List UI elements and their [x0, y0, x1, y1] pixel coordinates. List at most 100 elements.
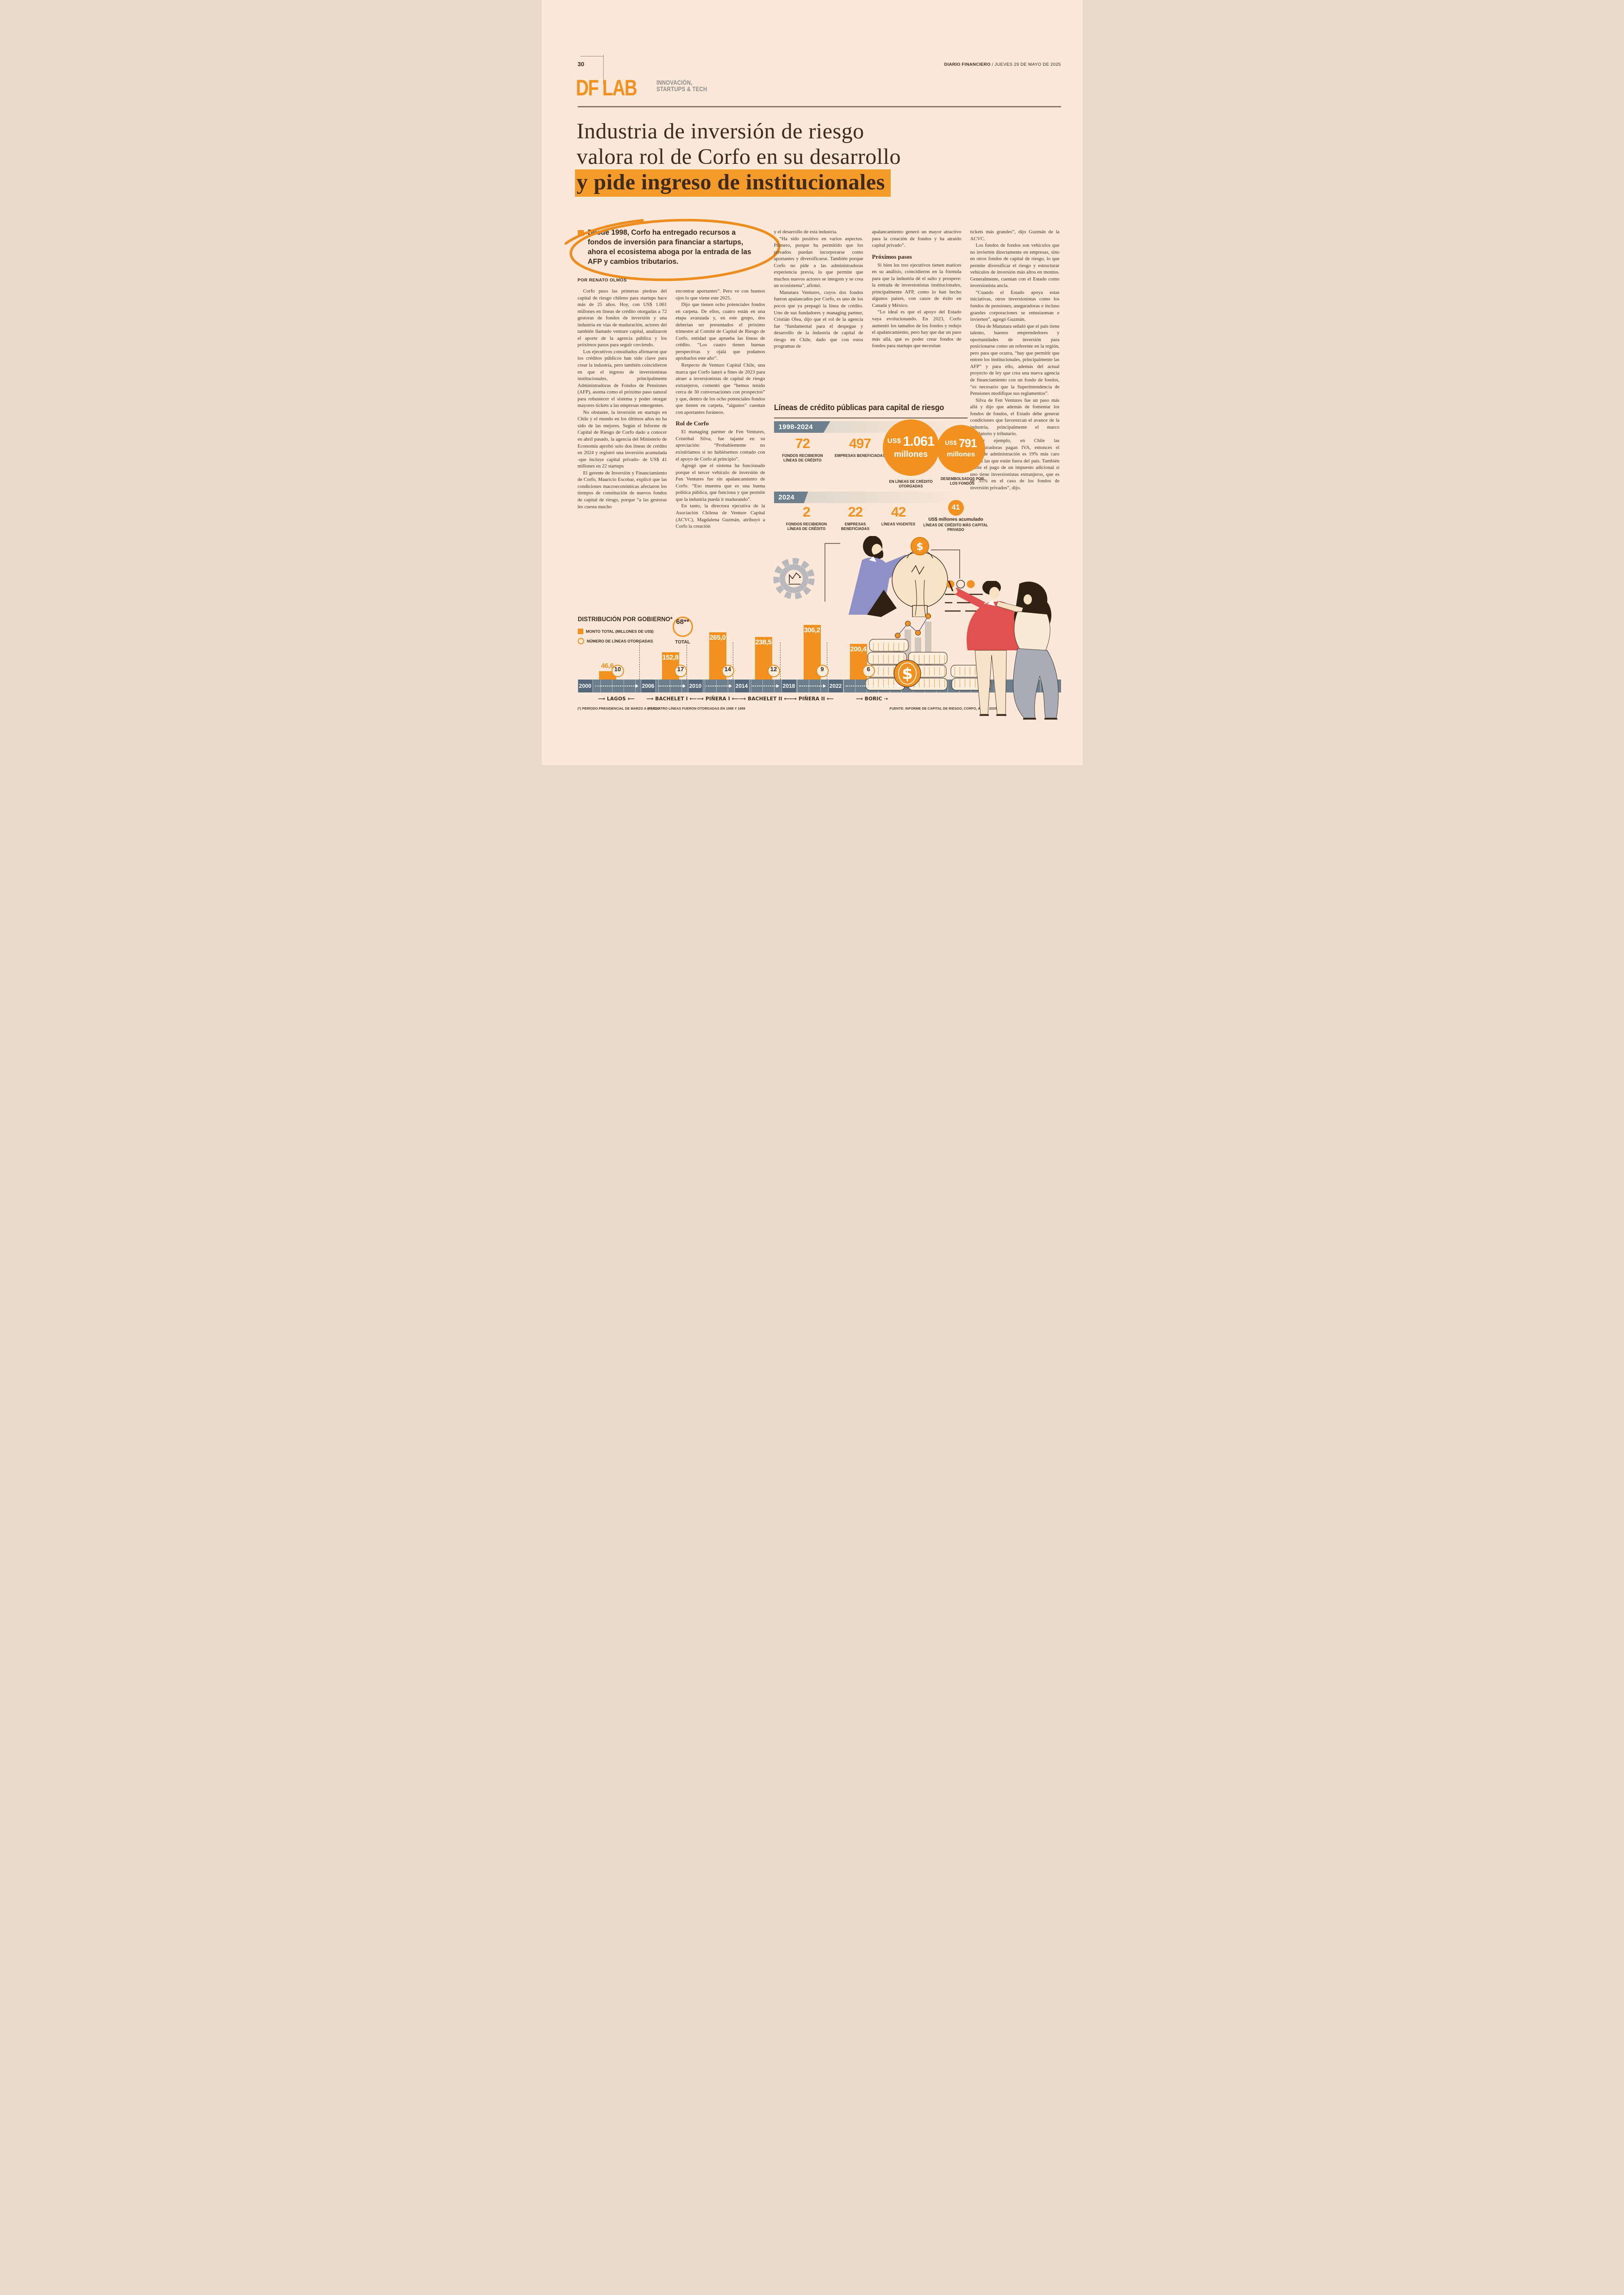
article-paragraph: Los ejecutivos consultados afirmaron que… — [577, 349, 667, 409]
period-band-1998-2024: 1998-2024 — [774, 421, 968, 433]
tagline-line1: INNOVACIÓN, — [656, 79, 693, 86]
bubble-lineas-otorgadas: US$ 1.061 millones — [882, 419, 939, 476]
bubble-label: DESEMBOLSADOS POR LOS FONDOS — [940, 477, 984, 486]
bracket-line — [824, 543, 840, 602]
accum-label: LÍNEAS DE CRÉDITO MÁS CAPITAL PRIVADO — [923, 523, 988, 532]
stat-label: LÍNEAS VIGENTES — [881, 522, 916, 526]
total-label: TOTAL — [675, 640, 690, 645]
bubble-label: EN LÍNEAS DE CRÉDITO OTORGADAS — [889, 480, 933, 488]
infographic: Líneas de crédito públicas para capital … — [774, 401, 992, 540]
infographic-title: Líneas de crédito públicas para capital … — [774, 403, 944, 412]
column-subhead: Rol de Corfo — [675, 420, 709, 427]
lines-count-badge: 9 — [816, 665, 829, 677]
period-band-2024: 2024 — [774, 492, 968, 503]
government-label: ⟶ BACHELET II ⟵ — [739, 696, 791, 702]
government-label: ⟶ PIÑERA II ⟵ — [789, 696, 834, 702]
headline: Industria de inversión de riesgo valora … — [575, 118, 1040, 197]
stat-empresas-2024: 22 EMPRESAS BENEFICIADAS — [832, 505, 879, 531]
article-column-1: Corfo puso las primeras piedras del capi… — [578, 288, 667, 510]
article-paragraph: encontrar aportantes”. Pero ve con bueno… — [675, 288, 765, 301]
government-distribution-chart: DISTRIBUCIÓN POR GOBIERNO* MONTO TOTAL (… — [577, 616, 1061, 731]
article-column-5: tickets más grandes”, dijo Guzmán de la … — [970, 229, 1060, 491]
issue-date: / JUEVES 29 DE MAYO DE 2025 — [990, 62, 1061, 67]
stat-value: 2 — [803, 505, 811, 520]
group-separator — [780, 642, 781, 680]
amount: 791 — [959, 437, 977, 450]
article-paragraph: El gerente de Inversión y Financiamiento… — [577, 470, 667, 510]
period-badge: 1998-2024 — [774, 421, 831, 433]
legend-label: NÚMERO DE LÍNEAS OTORGADAS — [587, 639, 653, 643]
article-paragraph: apalancamiento generó un mayor atractivo… — [872, 229, 962, 249]
article-paragraph: “Por ejemplo, en Chile las administrador… — [970, 437, 1060, 491]
lede: Desde 1998, Corfo ha entregado recursos … — [587, 229, 751, 266]
stat-value: 497 — [849, 436, 871, 451]
article-paragraph: Olea de Manutara señaló que el país tien… — [970, 323, 1060, 397]
bar-legend-icon — [577, 629, 583, 634]
lines-count-badge: 12 — [767, 665, 780, 677]
timeline-year: 2014 — [734, 680, 749, 692]
article-paragraph: Dijo que tienen ocho potenciales fondos … — [675, 302, 765, 362]
article-paragraph: Los fondos de fondos son vehículos que n… — [970, 243, 1060, 289]
stat-value: 42 — [891, 505, 906, 520]
lines-count-badge: 17 — [674, 665, 687, 677]
government-label: ⟶ PIÑERA I ⟵ — [696, 696, 739, 702]
stat-label: FONDOS RECIBIERON LÍNEAS DE CRÉDITO — [782, 454, 823, 462]
article-paragraph: En tanto, la directora ejecutiva de la A… — [675, 503, 765, 530]
bar-value-label: 46,6 — [601, 662, 614, 670]
stat-label: EMPRESAS BENEFICIADAS — [834, 454, 886, 458]
headline-line3-highlighted: y pide ingreso de institucionales — [575, 169, 891, 197]
lines-count-badge: 10 — [611, 665, 624, 677]
dateline: DIARIO FINANCIERO / JUEVES 29 DE MAYO DE… — [944, 62, 1061, 67]
legend-label: MONTO TOTAL (MILLONES DE US$) — [586, 629, 654, 634]
stat-fondos-2024: 2 FONDOS RECIBIERON LÍNEAS DE CRÉDITO — [782, 505, 831, 531]
lines-count-badge: 14 — [721, 665, 734, 677]
page-number: 30 — [577, 61, 584, 68]
bar-BACHELET I: 152,8 — [662, 652, 679, 680]
article-paragraph: Respecto de Venture Capital Chile, una m… — [675, 362, 765, 415]
lightbulb-money-sack: $ — [891, 537, 948, 617]
byline: POR RENATO OLMOS — [577, 278, 627, 283]
period-badge: 2024 — [774, 492, 808, 503]
article-paragraph: Corfo puso las primeras piedras del capi… — [577, 288, 667, 348]
bubble-desembolsados: US$ 791 millones — [937, 425, 985, 473]
currency: US$ — [887, 437, 901, 445]
newspaper-page: 30 DIARIO FINANCIERO / JUEVES 29 DE MAYO… — [541, 0, 1083, 765]
investment-lightbulb-illustration: $ — [773, 536, 983, 617]
tagline-line2: STARTUPS & TECH — [656, 86, 707, 93]
amount: 1.061 — [903, 434, 935, 449]
trim-mark-vertical — [603, 55, 604, 84]
timeline-year: 2006 — [641, 680, 656, 692]
article-column-4: apalancamiento generó un mayor atractivo… — [872, 229, 962, 349]
stat-label: FONDOS RECIBIERON LÍNEAS DE CRÉDITO — [786, 522, 827, 531]
bar-value-label: 306,2 — [804, 626, 820, 634]
article-paragraph: Manutara Ventures, cuyos dos fondos fuer… — [774, 289, 863, 349]
article-paragraph: tickets más grandes”, dijo Guzmán de la … — [970, 229, 1060, 242]
man-figure — [848, 536, 909, 617]
stat-empresas-1998-2024: 497 EMPRESAS BENEFICIADAS — [834, 436, 886, 458]
timeline-year: 2022 — [828, 680, 843, 692]
total-badge: 68** — [672, 617, 693, 637]
gear-icon — [773, 558, 814, 599]
unit: millones — [947, 450, 975, 458]
accum-bold-label: US$ millones acumulado — [928, 517, 983, 522]
article-column-3: y el desarrollo de esta industria. “Ha si… — [774, 229, 863, 350]
article-paragraph: El managing partner de Fen Ventures, Cri… — [675, 429, 765, 462]
masthead: DIARIO FINANCIERO — [944, 62, 991, 67]
headline-line1: Industria de inversión de riesgo — [576, 119, 864, 143]
dots-and-dashes — [931, 549, 983, 612]
currency: US$ — [945, 439, 957, 446]
article-paragraph: y el desarrollo de esta industria. — [774, 229, 837, 235]
section-tagline: INNOVACIÓN, STARTUPS & TECH — [656, 80, 707, 93]
bar-value-label: 265,0 — [709, 634, 726, 642]
government-label: ⟶ BACHELET I ⟵ — [646, 696, 697, 702]
timeline-year: 2010 — [688, 680, 703, 692]
bar-value-label: 200,4 — [850, 645, 867, 653]
legend-monto-total: MONTO TOTAL (MILLONES DE US$) — [577, 629, 654, 634]
group-separator — [639, 642, 640, 680]
bar-value-label: 238,5 — [755, 638, 772, 646]
article-paragraph: Agregó que el sistema ha funcionado porq… — [675, 463, 765, 502]
headline-line2: valora rol de Corfo en su desarrollo — [576, 144, 901, 169]
stat-lineas-vigentes-2024: 42 LÍNEAS VIGENTES — [880, 505, 918, 527]
stat-value: 72 — [795, 436, 810, 451]
column-subhead: Próximos pasos — [872, 253, 912, 260]
